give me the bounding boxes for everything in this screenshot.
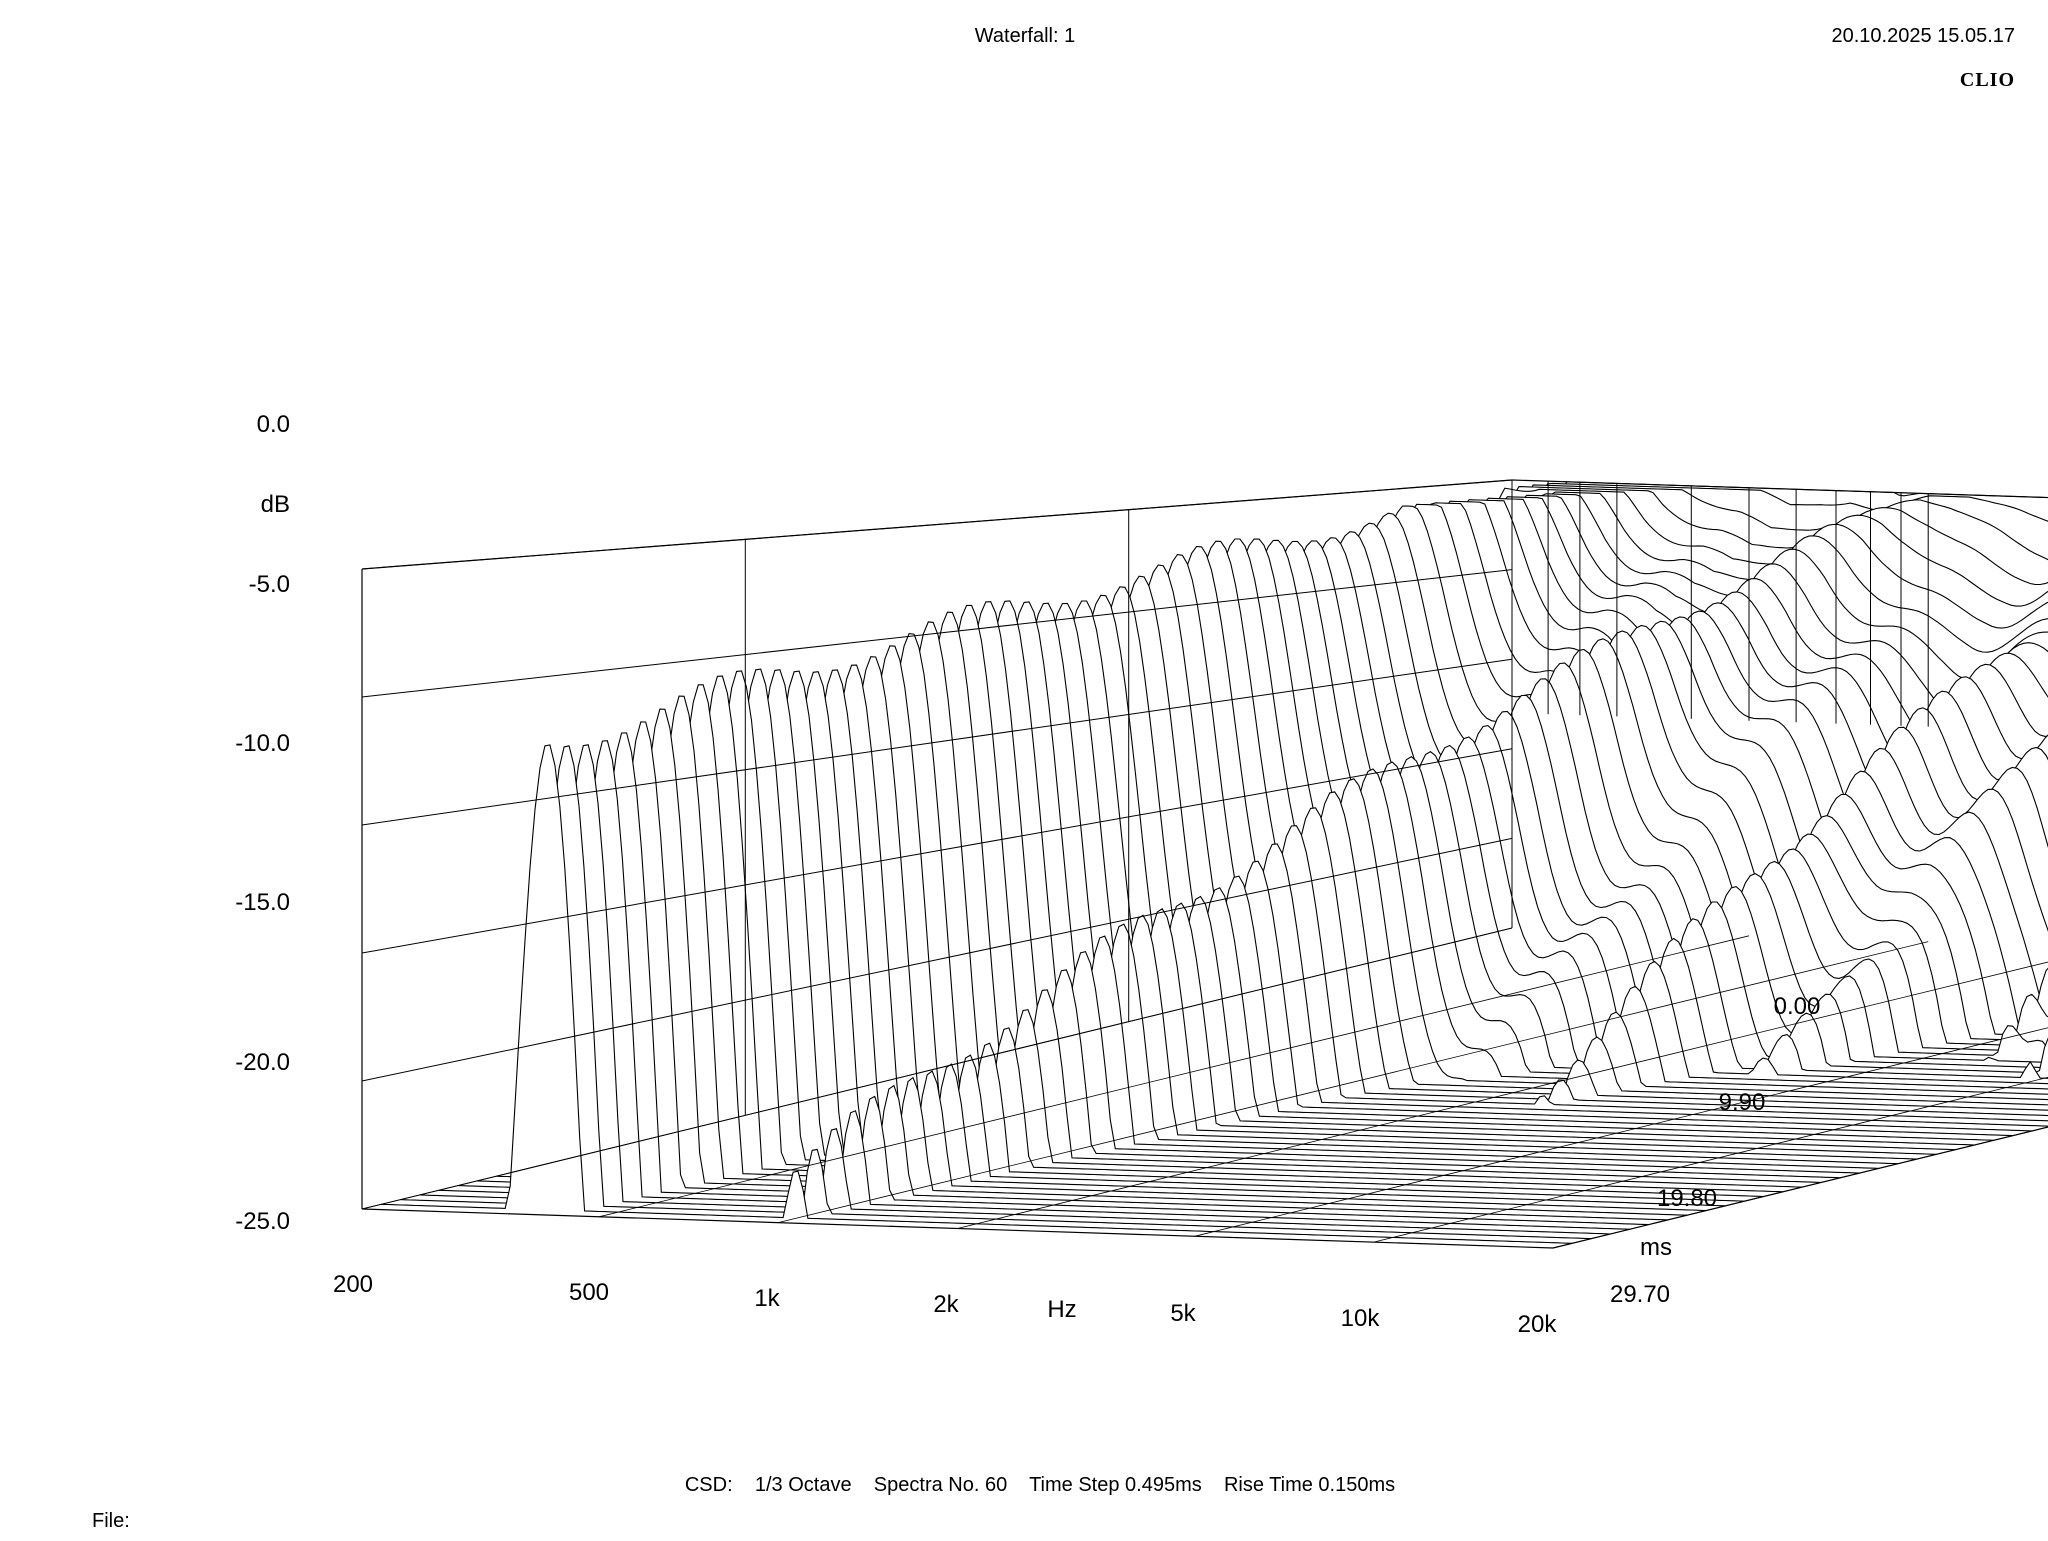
brand-logo: CLIO bbox=[1960, 69, 2015, 91]
z-axis-unit: ms bbox=[1640, 1234, 1672, 1261]
z-tick-label-0: 0.00 bbox=[1774, 993, 1821, 1020]
y-tick-label-0: 0.0 bbox=[257, 411, 290, 438]
y-axis-unit: dB bbox=[261, 491, 290, 518]
x-tick-label-2k: 2k bbox=[933, 1291, 959, 1318]
x-tick-label-5k: 5k bbox=[1170, 1300, 1196, 1327]
y-tick-label-3: -15.0 bbox=[235, 889, 290, 916]
measurement-info: CSD: 1/3 Octave Spectra No. 60 Time Step… bbox=[685, 1474, 1395, 1496]
x-tick-label-1k: 1k bbox=[754, 1285, 780, 1312]
chart-title: Waterfall: 1 bbox=[975, 25, 1075, 47]
z-tick-label-3: 29.70 bbox=[1610, 1281, 1670, 1308]
x-tick-label-500: 500 bbox=[569, 1279, 609, 1306]
file-label: File: bbox=[92, 1510, 130, 1532]
y-tick-label-1: -5.0 bbox=[249, 571, 290, 598]
x-tick-label-10k: 10k bbox=[1341, 1305, 1381, 1332]
timestamp: 20.10.2025 15.05.17 bbox=[1831, 25, 2015, 47]
z-tick-label-2: 19.80 bbox=[1657, 1185, 1717, 1212]
x-axis-unit: Hz bbox=[1047, 1296, 1076, 1323]
y-tick-label-2: -10.0 bbox=[235, 730, 290, 757]
x-tick-label-200: 200 bbox=[333, 1271, 373, 1298]
z-tick-label-1: 9.90 bbox=[1719, 1089, 1766, 1116]
y-tick-label-4: -20.0 bbox=[235, 1049, 290, 1076]
x-tick-label-20k: 20k bbox=[1518, 1311, 1558, 1338]
decay-fills bbox=[381, 482, 2048, 1244]
y-tick-label-5: -25.0 bbox=[235, 1208, 290, 1235]
